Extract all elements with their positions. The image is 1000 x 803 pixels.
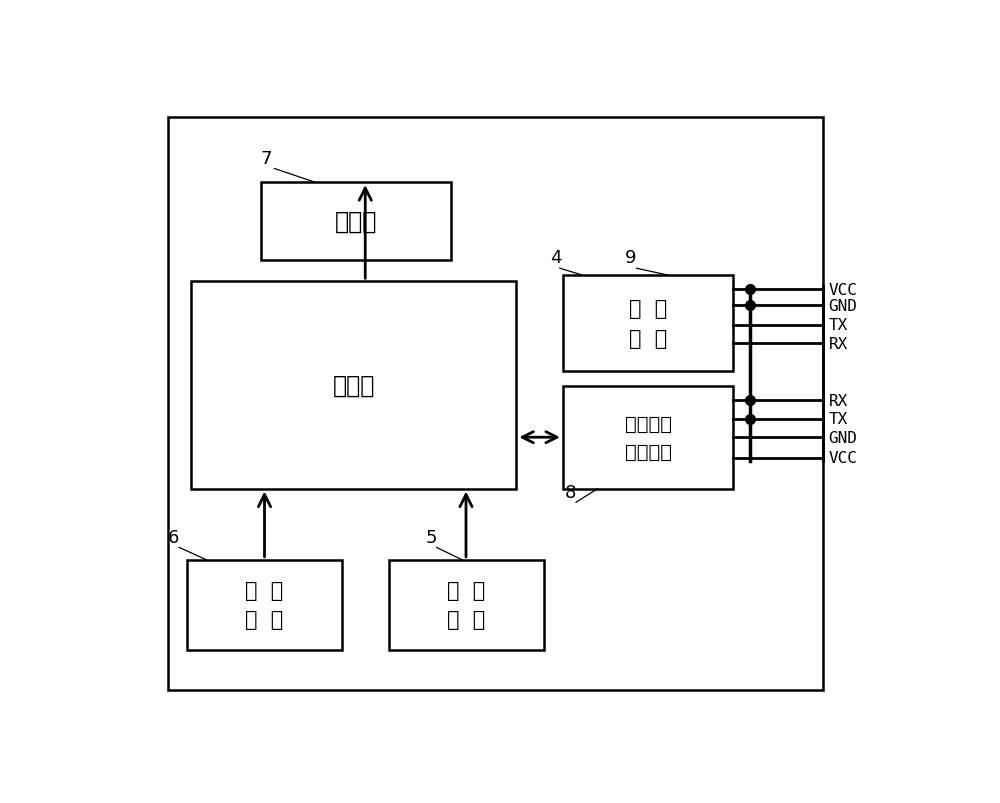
Text: 串行通信
接口电路: 串行通信 接口电路 — [625, 414, 672, 462]
Text: 5: 5 — [426, 528, 437, 547]
Text: 8: 8 — [565, 483, 577, 501]
Text: 4: 4 — [550, 249, 561, 267]
Text: RX: RX — [829, 393, 848, 408]
Text: 呼  叫
按  键: 呼 叫 按 键 — [245, 580, 284, 630]
Text: 电  源
电  路: 电 源 电 路 — [629, 299, 667, 349]
Text: GND: GND — [829, 299, 858, 313]
Text: 数码管: 数码管 — [334, 210, 377, 234]
Text: VCC: VCC — [829, 283, 858, 297]
Text: 单片机: 单片机 — [332, 373, 375, 397]
Text: TX: TX — [829, 412, 848, 426]
Text: 9: 9 — [625, 249, 636, 267]
Text: 7: 7 — [261, 149, 272, 168]
Text: 拨  码
开  关: 拨 码 开 关 — [447, 580, 485, 630]
Bar — [187, 560, 342, 650]
Bar — [563, 275, 733, 372]
Text: RX: RX — [829, 336, 848, 351]
Bar — [191, 282, 516, 489]
Bar — [261, 183, 450, 260]
Text: TX: TX — [829, 318, 848, 332]
Text: 6: 6 — [168, 528, 179, 547]
Bar — [388, 560, 544, 650]
Text: VCC: VCC — [829, 450, 858, 466]
Text: GND: GND — [829, 430, 858, 445]
Bar — [563, 387, 733, 489]
Bar — [168, 118, 822, 690]
